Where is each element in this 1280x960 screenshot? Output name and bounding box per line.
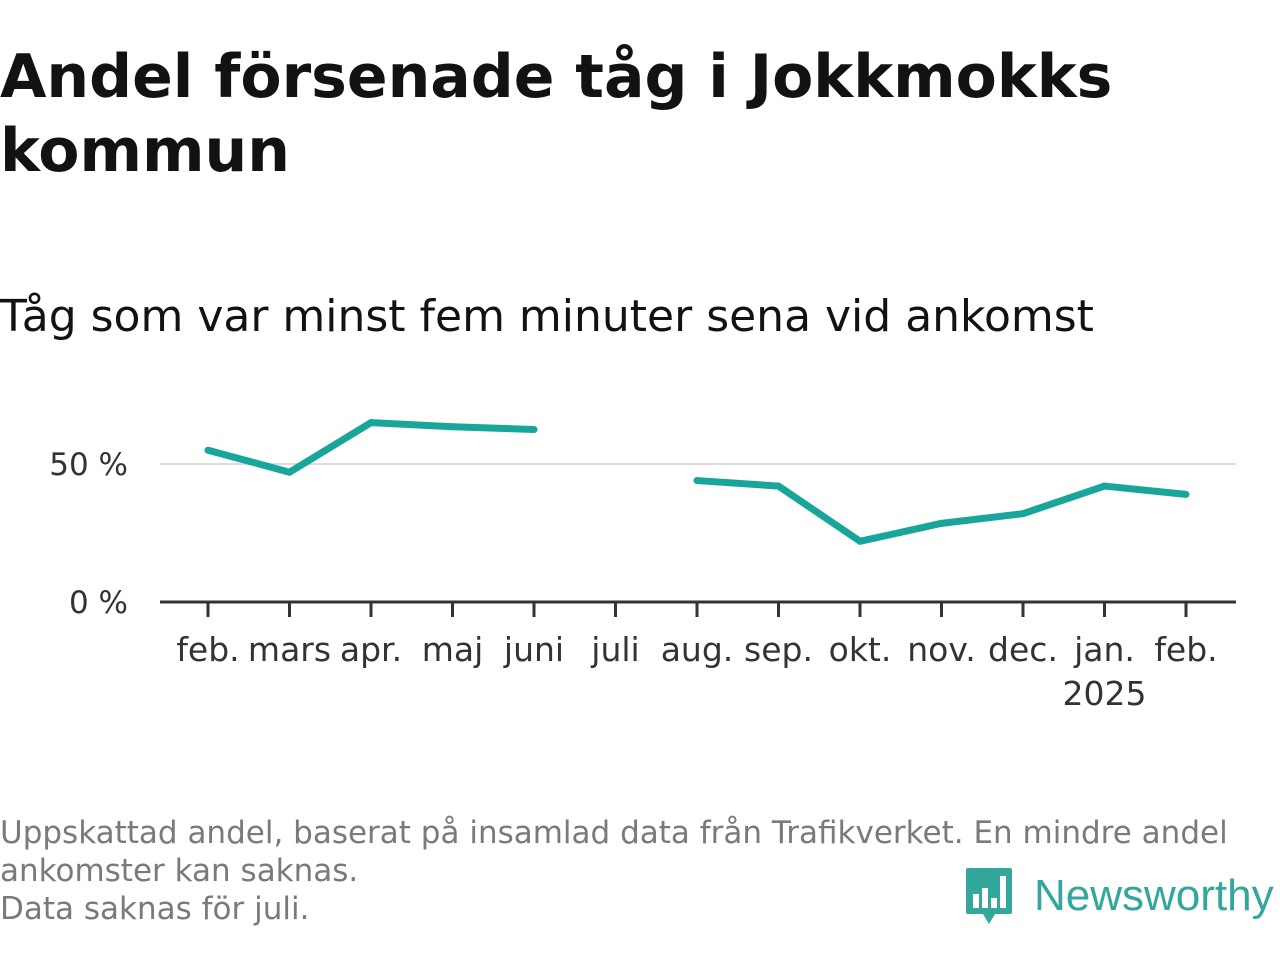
footer-note-line: Data saknas för juli. [0,891,310,927]
newsworthy-logo-icon [966,868,1012,924]
x-tick-label: nov. [907,630,976,669]
x-tick-label: aug. [661,630,734,669]
data-point [856,537,864,545]
y-tick-label: 50 % [49,447,128,483]
x-tick-label: okt. [829,630,892,669]
newsworthy-brand: Newsworthy [964,864,1274,928]
x-tick-label: feb. [1154,630,1217,669]
data-point [286,468,293,476]
data-point [449,423,456,431]
x-tick-label: jan. [1073,630,1135,669]
footer-note-line: ankomster kan saknas. [0,853,359,889]
x-tick-label: feb. [176,630,239,669]
data-point [1101,482,1108,490]
data-point [938,519,945,527]
x-tick-label: sep. [744,630,813,669]
x-tick-label: maj [422,630,484,669]
series-line [696,477,1187,545]
x-tick-label: juli [590,630,639,669]
data-point [1182,490,1190,498]
data-point [204,446,212,454]
chart-footer: Uppskattad andel, baserat på insamlad da… [0,814,1270,928]
y-tick-label: 0 % [69,585,128,621]
footer-note-line: Uppskattad andel, baserat på insamlad da… [0,815,1228,851]
x-tick-label: juni [503,630,564,669]
x-tick-label: apr. [340,630,402,669]
chart-title: Andel försenade tåg i Jokkmokks kommun [0,42,1113,186]
data-point [530,426,538,433]
data-point [1019,510,1027,518]
data-point [693,477,701,485]
x-tick-label: mars [248,630,331,669]
data-point [367,419,375,427]
data-point [775,482,782,490]
x-tick-sublabel: 2025 [1063,674,1147,713]
chart-subtitle: Tåg som var minst fem minuter sena vid a… [0,291,1094,342]
brand-name: Newsworthy [1034,871,1274,920]
x-tick-label: dec. [988,630,1058,669]
